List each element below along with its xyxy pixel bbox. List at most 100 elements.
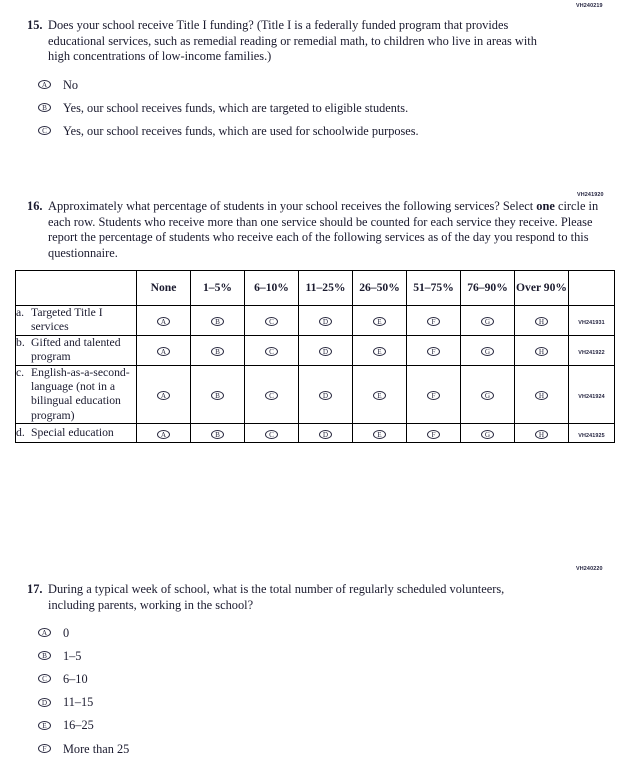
bubble-f-icon[interactable]: F xyxy=(427,391,440,401)
grid-cell-c-26-50[interactable]: E xyxy=(352,364,407,425)
bubble-g-icon[interactable]: G xyxy=(481,317,494,327)
grid-cell-b-none[interactable]: A xyxy=(136,334,191,366)
grid-cell-a-76-90[interactable]: G xyxy=(460,305,515,336)
row-letter: d. xyxy=(16,426,25,440)
row-label-c: c. English-as-a-second-language (not in … xyxy=(15,364,137,425)
question-16-text: Approximately what percentage of student… xyxy=(48,199,602,261)
grid-cell-a-26-50[interactable]: E xyxy=(352,305,407,336)
bubble-h-icon[interactable]: H xyxy=(535,391,548,401)
grid-header-51-75: 51–75% xyxy=(406,270,461,306)
option-label: 1–5 xyxy=(63,648,82,663)
bubble-h-icon[interactable]: H xyxy=(535,317,548,327)
bubble-f-icon[interactable]: F xyxy=(427,317,440,327)
grid-cell-d-11-25[interactable]: D xyxy=(298,423,353,444)
bubble-f-icon[interactable]: F xyxy=(38,744,51,754)
option-row[interactable]: D 11–15 xyxy=(38,691,129,714)
option-row[interactable]: C Yes, our school receives funds, which … xyxy=(38,119,419,142)
row-name: English-as-a-second-language (not in a b… xyxy=(31,365,130,422)
bubble-e-icon[interactable]: E xyxy=(38,720,51,730)
bubble-b-icon[interactable]: B xyxy=(211,430,224,440)
grid-cell-c-6-10[interactable]: C xyxy=(244,364,299,425)
grid-cell-a-over-90[interactable]: H xyxy=(514,305,569,336)
question-17-options: A 0 B 1–5 C 6–10 D 11–15 E 16–25 F More … xyxy=(38,621,129,760)
grid-cell-c-none[interactable]: A xyxy=(136,364,191,425)
bubble-d-icon[interactable]: D xyxy=(38,697,51,707)
question-15-number: 15. xyxy=(27,18,43,32)
option-row[interactable]: E 16–25 xyxy=(38,714,129,737)
bubble-b-icon[interactable]: B xyxy=(38,651,51,661)
bubble-g-icon[interactable]: G xyxy=(481,347,494,357)
bubble-g-icon[interactable]: G xyxy=(481,391,494,401)
variable-id-q16: VH241920 xyxy=(577,192,604,198)
option-row[interactable]: A 0 xyxy=(38,621,129,644)
bubble-h-icon[interactable]: H xyxy=(535,347,548,357)
bubble-d-icon[interactable]: D xyxy=(319,430,332,440)
bubble-b-icon[interactable]: B xyxy=(38,103,51,112)
bubble-e-icon[interactable]: E xyxy=(373,391,386,401)
option-row[interactable]: B Yes, our school receives funds, which … xyxy=(38,96,419,119)
grid-cell-b-76-90[interactable]: G xyxy=(460,334,515,366)
grid-cell-c-over-90[interactable]: H xyxy=(514,364,569,425)
bubble-g-icon[interactable]: G xyxy=(481,430,494,440)
bubble-d-icon[interactable]: D xyxy=(319,347,332,357)
grid-cell-c-1-5[interactable]: B xyxy=(190,364,245,425)
bubble-e-icon[interactable]: E xyxy=(373,430,386,440)
option-row[interactable]: F More than 25 xyxy=(38,737,129,760)
question-17: 17. During a typical week of school, wha… xyxy=(22,582,534,613)
option-row[interactable]: A No xyxy=(38,73,419,96)
grid-table: None 1–5% 6–10% 11–25% 26–50% 51–75% 76–… xyxy=(15,270,615,444)
grid-cell-b-26-50[interactable]: E xyxy=(352,334,407,366)
grid-cell-c-76-90[interactable]: G xyxy=(460,364,515,425)
grid-cell-b-6-10[interactable]: C xyxy=(244,334,299,366)
grid-cell-d-26-50[interactable]: E xyxy=(352,423,407,444)
grid-cell-d-1-5[interactable]: B xyxy=(190,423,245,444)
grid-cell-c-51-75[interactable]: F xyxy=(406,364,461,425)
grid-cell-a-6-10[interactable]: C xyxy=(244,305,299,336)
question-16-text-part1: Approximately what percentage of student… xyxy=(48,199,537,213)
question-17-number: 17. xyxy=(27,582,43,596)
bubble-d-icon[interactable]: D xyxy=(319,317,332,327)
grid-cell-a-51-75[interactable]: F xyxy=(406,305,461,336)
bubble-a-icon[interactable]: A xyxy=(38,80,51,89)
bubble-c-icon[interactable]: C xyxy=(265,391,278,401)
bubble-c-icon[interactable]: C xyxy=(38,674,51,684)
option-label: Yes, our school receives funds, which ar… xyxy=(63,123,419,138)
bubble-b-icon[interactable]: B xyxy=(211,391,224,401)
bubble-h-icon[interactable]: H xyxy=(535,430,548,440)
grid-cell-b-1-5[interactable]: B xyxy=(190,334,245,366)
grid-cell-b-over-90[interactable]: H xyxy=(514,334,569,366)
bubble-c-icon[interactable]: C xyxy=(38,126,51,135)
row-label-a: a. Targeted Title I services xyxy=(15,305,137,336)
grid-cell-b-11-25[interactable]: D xyxy=(298,334,353,366)
option-row[interactable]: C 6–10 xyxy=(38,667,129,690)
option-row[interactable]: B 1–5 xyxy=(38,644,129,667)
bubble-c-icon[interactable]: C xyxy=(265,317,278,327)
bubble-f-icon[interactable]: F xyxy=(427,347,440,357)
grid-cell-d-51-75[interactable]: F xyxy=(406,423,461,444)
bubble-a-icon[interactable]: A xyxy=(157,347,170,357)
grid-cell-a-11-25[interactable]: D xyxy=(298,305,353,336)
bubble-e-icon[interactable]: E xyxy=(373,317,386,327)
bubble-a-icon[interactable]: A xyxy=(157,391,170,401)
bubble-a-icon[interactable]: A xyxy=(157,317,170,327)
grid-cell-a-none[interactable]: A xyxy=(136,305,191,336)
bubble-d-icon[interactable]: D xyxy=(319,391,332,401)
grid-cell-a-1-5[interactable]: B xyxy=(190,305,245,336)
bubble-a-icon[interactable]: A xyxy=(38,628,51,638)
bubble-b-icon[interactable]: B xyxy=(211,317,224,327)
grid-cell-d-over-90[interactable]: H xyxy=(514,423,569,444)
bubble-f-icon[interactable]: F xyxy=(427,430,440,440)
grid-cell-d-6-10[interactable]: C xyxy=(244,423,299,444)
question-16: 16. Approximately what percentage of stu… xyxy=(22,199,602,261)
bubble-c-icon[interactable]: C xyxy=(265,430,278,440)
grid-cell-d-none[interactable]: A xyxy=(136,423,191,444)
grid-cell-b-51-75[interactable]: F xyxy=(406,334,461,366)
option-label: 6–10 xyxy=(63,671,88,686)
grid-corner-header xyxy=(15,270,137,306)
grid-cell-c-11-25[interactable]: D xyxy=(298,364,353,425)
grid-cell-d-76-90[interactable]: G xyxy=(460,423,515,444)
bubble-c-icon[interactable]: C xyxy=(265,347,278,357)
bubble-a-icon[interactable]: A xyxy=(157,430,170,440)
bubble-b-icon[interactable]: B xyxy=(211,347,224,357)
bubble-e-icon[interactable]: E xyxy=(373,347,386,357)
